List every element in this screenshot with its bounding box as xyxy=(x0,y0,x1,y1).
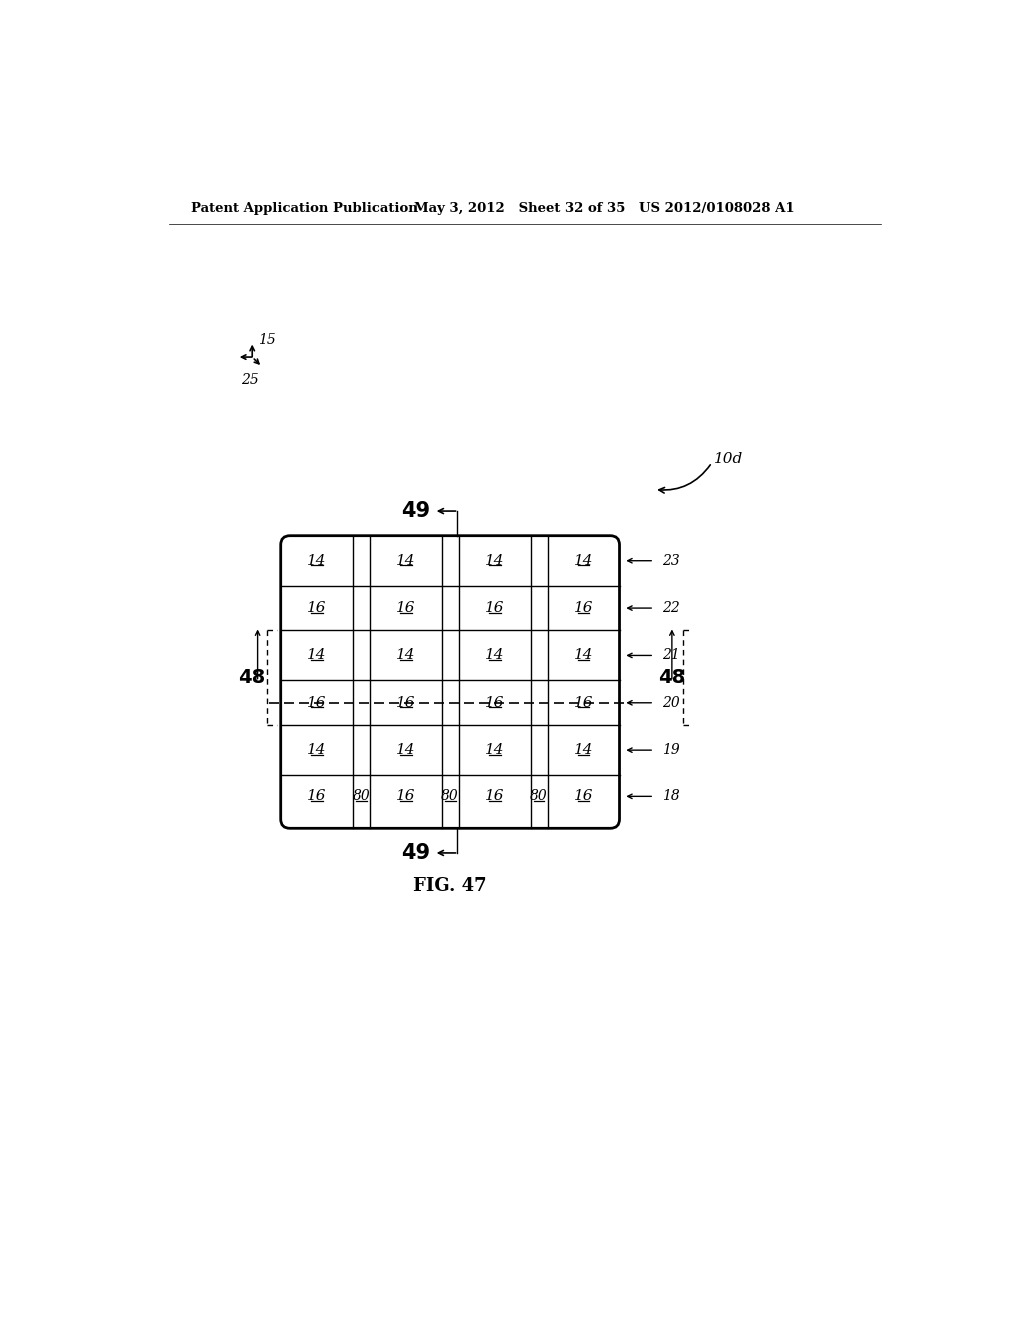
Text: 14: 14 xyxy=(396,743,416,758)
Text: 14: 14 xyxy=(573,648,593,663)
Text: 14: 14 xyxy=(307,648,327,663)
Text: 16: 16 xyxy=(396,789,416,804)
Text: 48: 48 xyxy=(238,668,265,688)
Text: 49: 49 xyxy=(400,502,430,521)
Text: 80: 80 xyxy=(530,789,548,804)
Text: 20: 20 xyxy=(662,696,680,710)
Text: 16: 16 xyxy=(396,696,416,710)
Text: 10d: 10d xyxy=(714,451,743,466)
Text: 16: 16 xyxy=(307,696,327,710)
Text: 14: 14 xyxy=(484,553,505,568)
Text: 16: 16 xyxy=(307,601,327,615)
Text: 23: 23 xyxy=(662,553,680,568)
Text: 16: 16 xyxy=(484,789,505,804)
Text: 25: 25 xyxy=(241,374,258,387)
Text: 14: 14 xyxy=(573,743,593,758)
Text: 16: 16 xyxy=(573,696,593,710)
Text: 48: 48 xyxy=(658,668,685,688)
Text: May 3, 2012   Sheet 32 of 35: May 3, 2012 Sheet 32 of 35 xyxy=(414,202,626,215)
Text: 16: 16 xyxy=(307,789,327,804)
Text: 21: 21 xyxy=(662,648,680,663)
Text: 15: 15 xyxy=(258,333,276,347)
Text: 49: 49 xyxy=(400,843,430,863)
Text: 14: 14 xyxy=(484,743,505,758)
Text: 14: 14 xyxy=(484,648,505,663)
Text: 16: 16 xyxy=(396,601,416,615)
Text: 16: 16 xyxy=(573,789,593,804)
Text: 14: 14 xyxy=(396,553,416,568)
Text: 16: 16 xyxy=(573,601,593,615)
Text: FIG. 47: FIG. 47 xyxy=(414,876,487,895)
Text: 14: 14 xyxy=(396,648,416,663)
Text: 18: 18 xyxy=(662,789,680,804)
Text: 80: 80 xyxy=(352,789,370,804)
FancyBboxPatch shape xyxy=(281,536,620,829)
Text: 19: 19 xyxy=(662,743,680,758)
Text: 80: 80 xyxy=(441,789,459,804)
Text: 16: 16 xyxy=(484,696,505,710)
Text: 14: 14 xyxy=(307,553,327,568)
Text: US 2012/0108028 A1: US 2012/0108028 A1 xyxy=(639,202,795,215)
Text: Patent Application Publication: Patent Application Publication xyxy=(190,202,418,215)
Text: 16: 16 xyxy=(484,601,505,615)
Text: 22: 22 xyxy=(662,601,680,615)
Text: 14: 14 xyxy=(573,553,593,568)
Text: 14: 14 xyxy=(307,743,327,758)
